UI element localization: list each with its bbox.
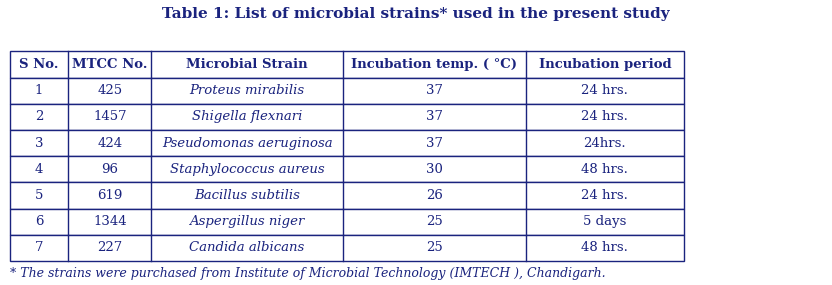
Bar [10, 209, 684, 235]
Text: Table 1: List of microbial strains* used in the present study: Table 1: List of microbial strains* used… [162, 7, 670, 21]
Text: Microbial Strain: Microbial Strain [186, 58, 308, 71]
Text: Incubation temp. ( °C): Incubation temp. ( °C) [351, 58, 518, 71]
Text: 5 days: 5 days [583, 215, 626, 228]
Text: 4: 4 [35, 163, 43, 176]
Text: 30: 30 [426, 163, 443, 176]
Text: Proteus mirabilis: Proteus mirabilis [190, 84, 305, 97]
Bar [10, 78, 684, 104]
Text: Shigella flexnari: Shigella flexnari [192, 110, 302, 123]
Text: 1457: 1457 [93, 110, 126, 123]
Text: 48 hrs.: 48 hrs. [582, 241, 628, 255]
Text: 37: 37 [426, 84, 443, 97]
Text: 5: 5 [35, 189, 43, 202]
Text: 24 hrs.: 24 hrs. [582, 110, 628, 123]
Text: 2: 2 [35, 110, 43, 123]
Text: 3: 3 [35, 137, 43, 150]
Bar [10, 182, 684, 209]
Bar [10, 156, 684, 182]
Text: Bacillus subtilis: Bacillus subtilis [194, 189, 300, 202]
Text: 96: 96 [102, 163, 118, 176]
Text: 24hrs.: 24hrs. [583, 137, 626, 150]
Text: Incubation period: Incubation period [538, 58, 671, 71]
Text: 424: 424 [97, 137, 122, 150]
Text: 37: 37 [426, 110, 443, 123]
Text: 25: 25 [426, 241, 443, 255]
Text: Candida albicans: Candida albicans [190, 241, 305, 255]
Text: 48 hrs.: 48 hrs. [582, 163, 628, 176]
Text: 24 hrs.: 24 hrs. [582, 189, 628, 202]
Bar [10, 104, 684, 130]
Text: 24 hrs.: 24 hrs. [582, 84, 628, 97]
Text: 37: 37 [426, 137, 443, 150]
Text: S No.: S No. [19, 58, 59, 71]
Text: 6: 6 [35, 215, 43, 228]
Text: 425: 425 [97, 84, 122, 97]
Text: Aspergillus niger: Aspergillus niger [190, 215, 305, 228]
Text: 7: 7 [35, 241, 43, 255]
Text: 619: 619 [97, 189, 122, 202]
Bar [10, 51, 684, 78]
Text: 1344: 1344 [93, 215, 126, 228]
Text: Staphylococcus aureus: Staphylococcus aureus [170, 163, 324, 176]
Text: 25: 25 [426, 215, 443, 228]
Text: 26: 26 [426, 189, 443, 202]
Text: MTCC No.: MTCC No. [72, 58, 147, 71]
Bar [10, 235, 684, 261]
Text: 227: 227 [97, 241, 122, 255]
Text: Pseudomonas aeruginosa: Pseudomonas aeruginosa [161, 137, 333, 150]
Text: * The strains were purchased from Institute of Microbial Technology (IMTECH ), C: * The strains were purchased from Instit… [10, 267, 606, 280]
Text: 1: 1 [35, 84, 43, 97]
Bar [10, 130, 684, 156]
